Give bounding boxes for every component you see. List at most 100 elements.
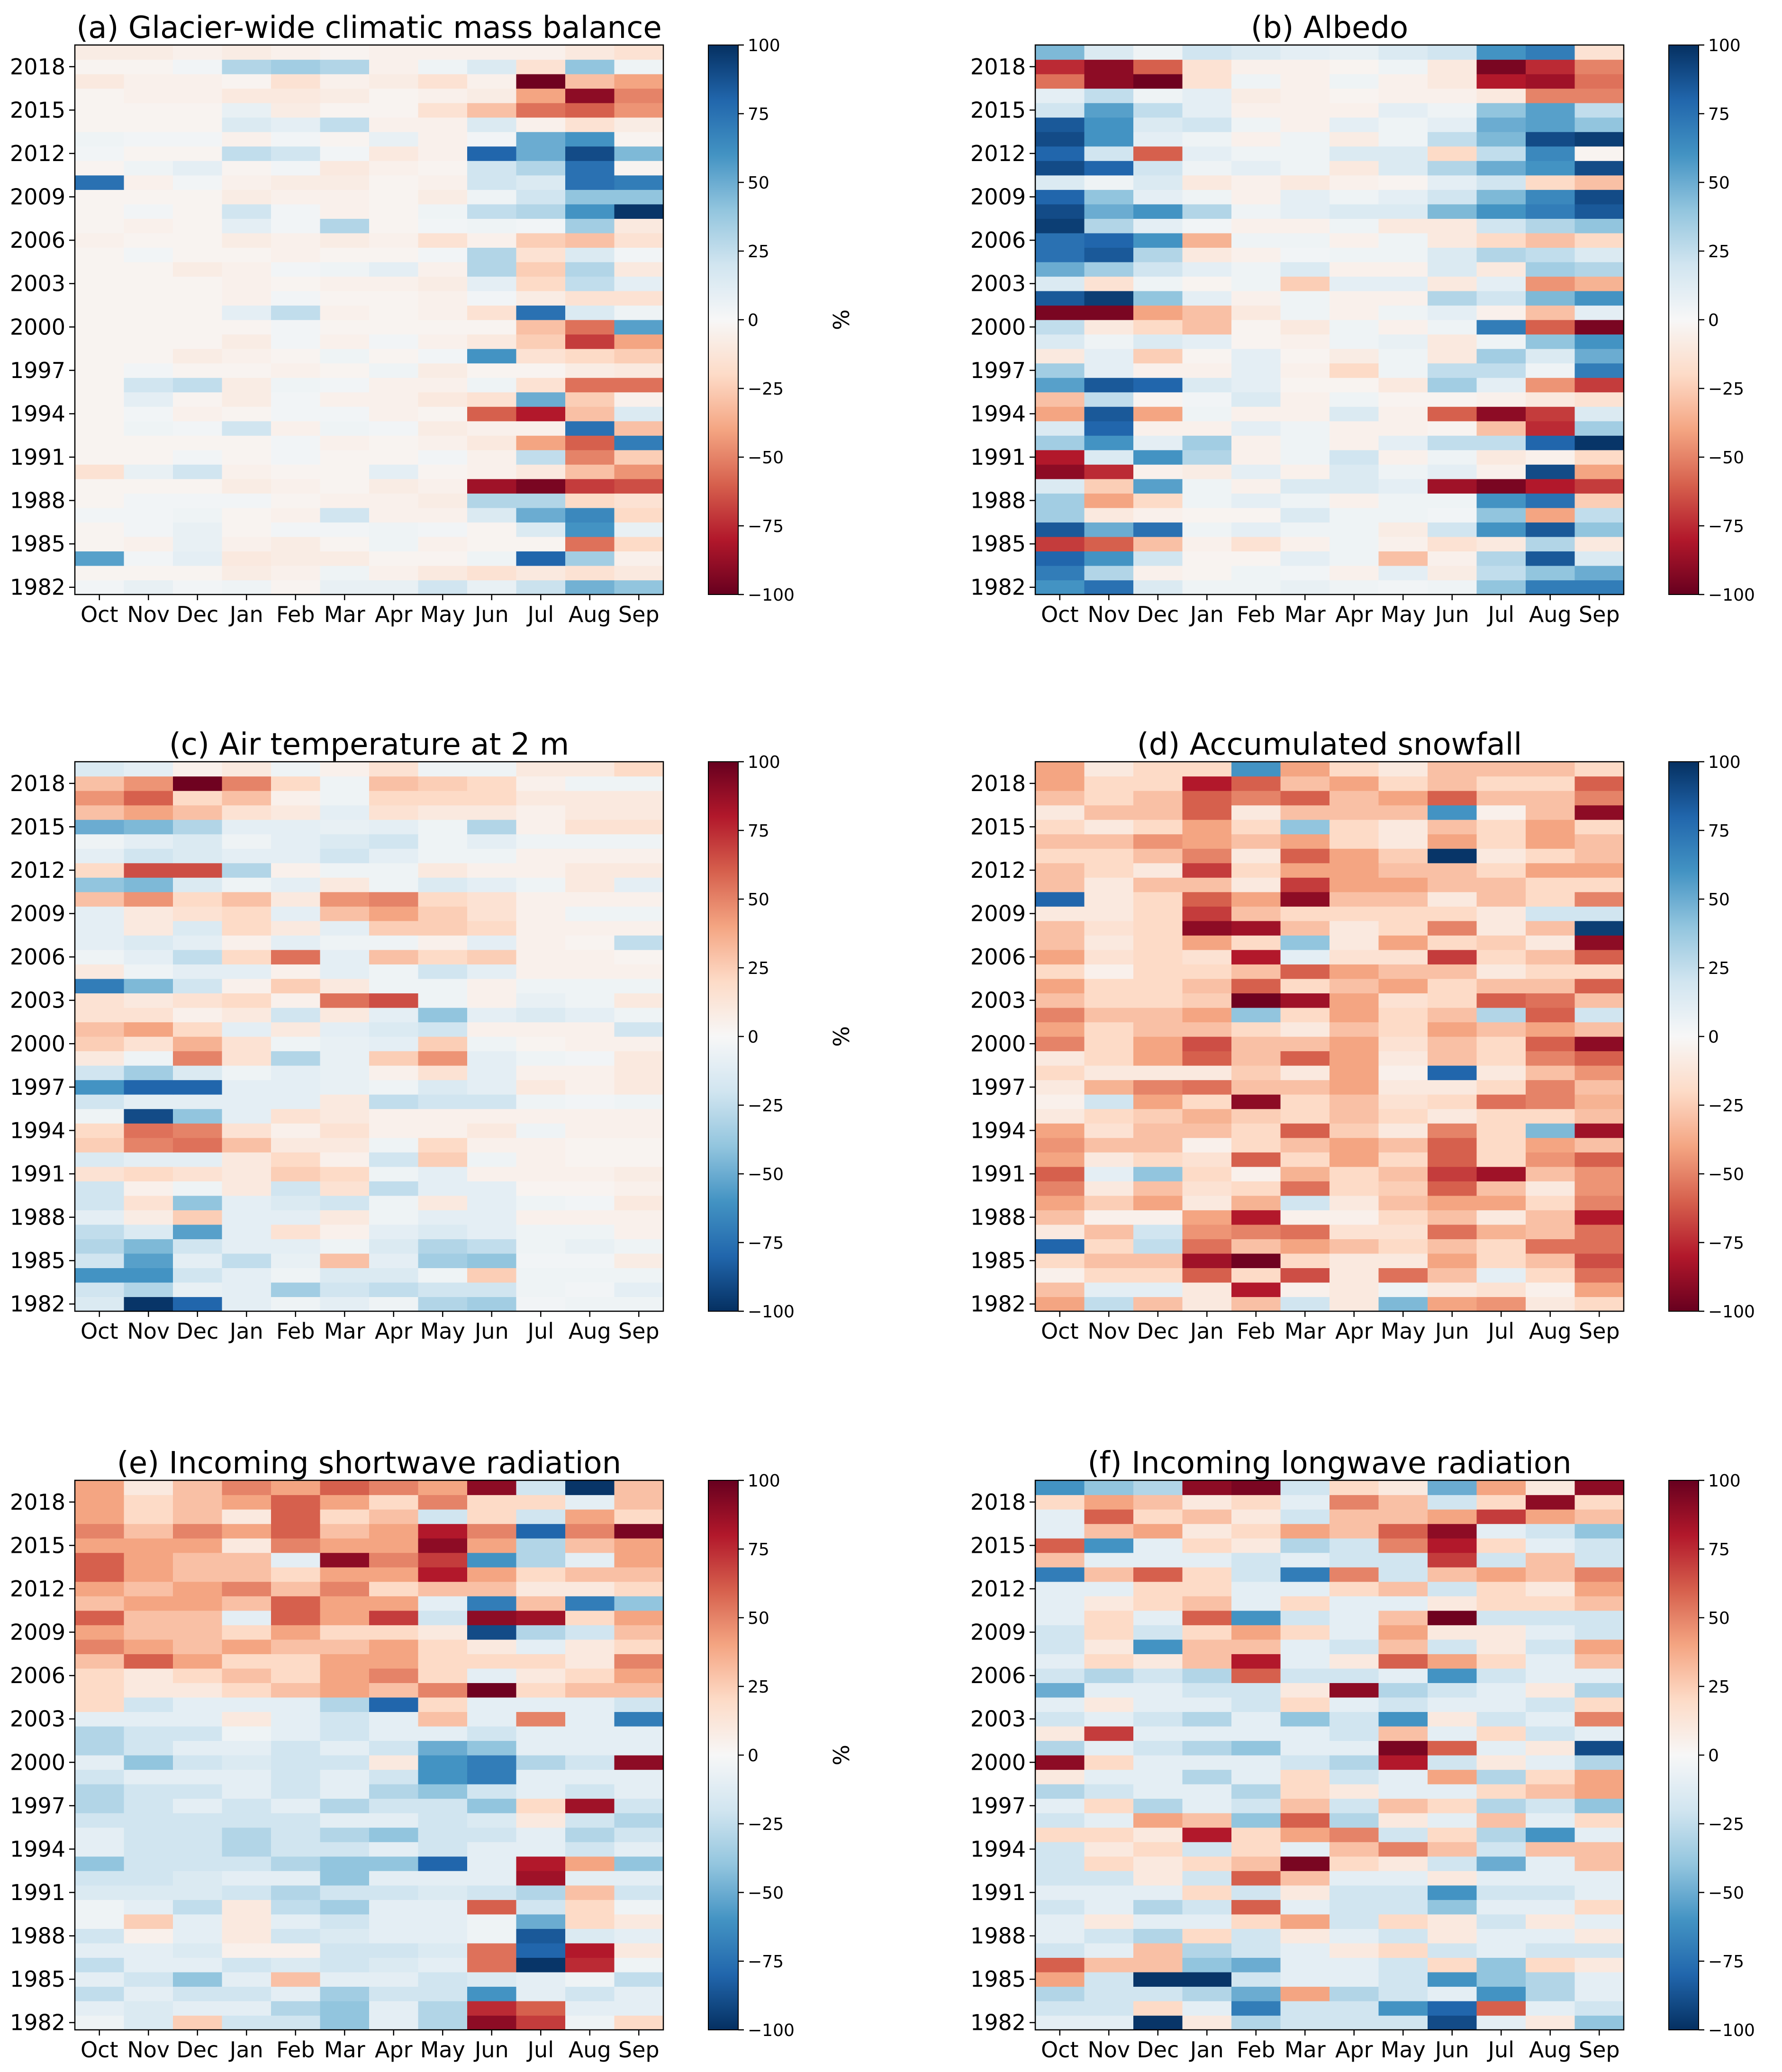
heatmap-cell bbox=[614, 1639, 664, 1654]
heatmap-cell bbox=[565, 1813, 615, 1828]
heatmap-cell bbox=[1378, 1224, 1428, 1239]
heatmap-cell bbox=[75, 276, 125, 291]
heatmap-cell bbox=[1330, 776, 1379, 791]
heatmap-cell bbox=[173, 2015, 223, 2030]
heatmap-cell bbox=[1330, 1654, 1379, 1669]
heatmap-cell bbox=[1182, 1986, 1232, 2001]
heatmap-cell bbox=[1428, 1123, 1477, 1138]
heatmap-cell bbox=[565, 949, 615, 964]
heatmap-cell bbox=[1280, 949, 1330, 964]
heatmap-cell bbox=[320, 1625, 370, 1640]
heatmap-cell bbox=[1526, 1957, 1575, 1973]
heatmap-cell bbox=[1378, 1123, 1428, 1138]
heatmap-cell bbox=[1035, 1065, 1085, 1081]
heatmap-cell bbox=[75, 1885, 125, 1900]
heatmap-cell bbox=[1231, 906, 1281, 921]
y-tick-label: 2009 bbox=[10, 184, 65, 210]
heatmap-cell bbox=[1182, 146, 1232, 161]
y-tick-label: 1991 bbox=[10, 444, 65, 470]
heatmap-cell bbox=[1476, 1900, 1526, 1915]
heatmap-cell bbox=[1330, 2015, 1379, 2030]
heatmap-cell bbox=[1526, 320, 1575, 335]
heatmap-cell bbox=[565, 334, 615, 349]
heatmap-cell bbox=[565, 363, 615, 378]
heatmap-cell bbox=[1182, 406, 1232, 422]
heatmap-cell bbox=[369, 776, 419, 791]
x-tick-label: Apr bbox=[1335, 602, 1373, 627]
heatmap-cell bbox=[222, 1152, 271, 1167]
heatmap-cell bbox=[516, 59, 566, 74]
heatmap-cell bbox=[1574, 493, 1624, 508]
heatmap-cell bbox=[124, 59, 173, 74]
heatmap-cell bbox=[271, 1943, 321, 1958]
heatmap-cell bbox=[614, 1036, 664, 1052]
heatmap-cell bbox=[1476, 1596, 1526, 1611]
heatmap-cell bbox=[124, 863, 173, 878]
heatmap-cell bbox=[1428, 1957, 1477, 1973]
heatmap-cell bbox=[418, 935, 468, 950]
heatmap-cell bbox=[418, 392, 468, 407]
heatmap-cell bbox=[75, 1726, 125, 1741]
y-tick-label: 1991 bbox=[970, 444, 1026, 470]
heatmap-cell bbox=[1526, 964, 1575, 979]
heatmap-cell bbox=[418, 1094, 468, 1109]
heatmap-cell bbox=[124, 276, 173, 291]
heatmap-cell bbox=[1428, 103, 1477, 118]
heatmap-cell bbox=[320, 132, 370, 147]
heatmap-cell bbox=[614, 1195, 664, 1210]
heatmap-cell bbox=[1526, 290, 1575, 306]
heatmap-cell bbox=[320, 762, 370, 777]
heatmap-cell bbox=[467, 1928, 517, 1944]
heatmap-cell bbox=[516, 204, 566, 219]
heatmap-cell bbox=[271, 1639, 321, 1654]
heatmap-cell bbox=[1330, 949, 1379, 964]
heatmap-cell bbox=[124, 935, 173, 950]
heatmap-cell bbox=[614, 776, 664, 791]
heatmap-cell bbox=[614, 1080, 664, 1095]
x-tick-label: Mar bbox=[1284, 602, 1326, 627]
heatmap-cell bbox=[418, 1610, 468, 1625]
heatmap-cell bbox=[1476, 435, 1526, 450]
heatmap-cell bbox=[1330, 1668, 1379, 1683]
heatmap-cell bbox=[1476, 2015, 1526, 2030]
y-tick-label: 1991 bbox=[10, 1880, 65, 1905]
y-tick-label: 2000 bbox=[970, 314, 1026, 340]
heatmap-cell bbox=[1476, 2000, 1526, 2016]
x-tick-label: Feb bbox=[1237, 602, 1275, 627]
x-tick-label: Aug bbox=[1529, 2037, 1572, 2063]
heatmap-cell bbox=[1133, 1094, 1183, 1109]
heatmap-cell bbox=[1574, 59, 1624, 74]
heatmap-cell bbox=[467, 464, 517, 479]
heatmap-cell bbox=[467, 233, 517, 248]
heatmap-cell bbox=[271, 1080, 321, 1095]
heatmap-cell bbox=[1133, 161, 1183, 176]
heatmap-cell bbox=[1133, 2015, 1183, 2030]
heatmap-cell bbox=[467, 493, 517, 508]
heatmap-cell bbox=[1574, 1769, 1624, 1784]
heatmap-cell bbox=[320, 1123, 370, 1138]
colorbar-tick-label: −100 bbox=[1708, 586, 1755, 605]
heatmap-cell bbox=[1182, 435, 1232, 450]
heatmap-cell bbox=[1231, 1827, 1281, 1842]
heatmap-cell bbox=[222, 363, 271, 378]
heatmap-cell bbox=[1378, 1842, 1428, 1857]
heatmap-cell bbox=[320, 1480, 370, 1495]
heatmap-cell bbox=[516, 762, 566, 777]
heatmap-cell bbox=[1280, 175, 1330, 190]
heatmap-cell bbox=[369, 805, 419, 820]
heatmap-cell bbox=[1280, 2000, 1330, 2016]
heatmap-cell bbox=[222, 1726, 271, 1741]
colorbar-tick-label: −75 bbox=[748, 517, 784, 536]
heatmap-cell bbox=[516, 791, 566, 806]
heatmap-cell bbox=[1182, 1755, 1232, 1770]
heatmap-cell bbox=[320, 1152, 370, 1167]
heatmap-cell bbox=[1084, 1726, 1134, 1741]
heatmap-cell bbox=[124, 1610, 173, 1625]
heatmap-cell bbox=[1378, 1986, 1428, 2001]
heatmap-cell bbox=[467, 1957, 517, 1973]
heatmap-cell bbox=[1378, 2000, 1428, 2016]
heatmap-cell bbox=[320, 1900, 370, 1915]
heatmap-cell bbox=[320, 920, 370, 936]
heatmap-cell bbox=[369, 334, 419, 349]
y-tick-label: 1985 bbox=[10, 1248, 65, 1273]
